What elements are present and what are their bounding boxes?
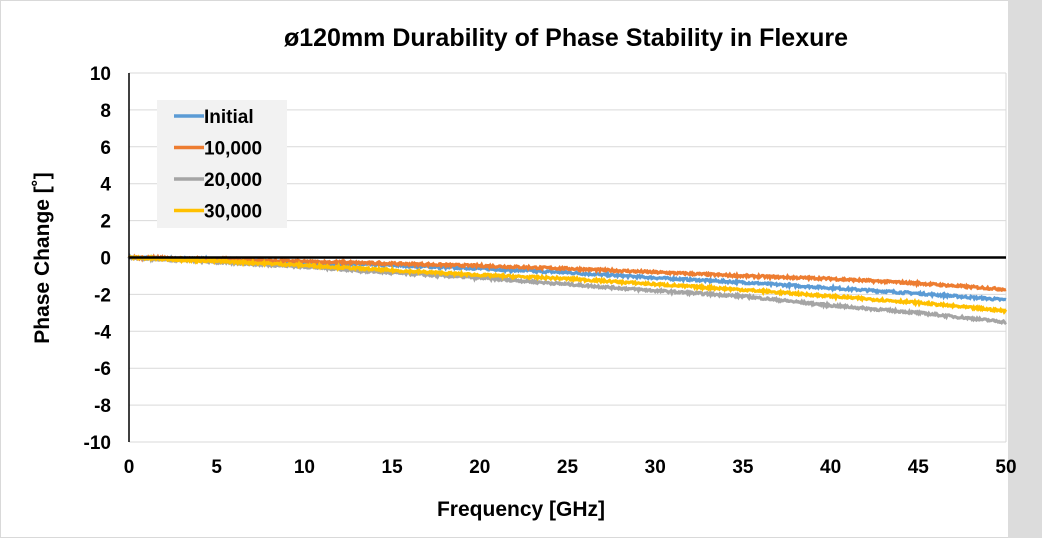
legend-box: [157, 100, 287, 228]
y-tick-label: -6: [94, 359, 111, 380]
x-tick-label: 35: [732, 457, 754, 478]
y-tick-label: 4: [100, 175, 111, 196]
legend: Initial 10,000 20,000 30,000: [157, 100, 287, 228]
y-tick-label: 0: [100, 249, 111, 270]
x-tick-label: 40: [820, 457, 841, 478]
y-tick-label: 6: [100, 138, 111, 159]
y-tick-label: -8: [94, 396, 111, 417]
series-line-3: [127, 254, 1008, 315]
series-line-2: [127, 254, 1008, 326]
x-axis-label: Frequency [GHz]: [437, 498, 605, 521]
x-tick-label: 15: [382, 457, 404, 478]
y-tick-label: 8: [100, 101, 111, 122]
y-tick-label: 2: [100, 212, 111, 233]
y-tick-label: 10: [90, 64, 111, 85]
y-tick-label: -10: [84, 433, 111, 454]
y-axis-label: Phase Change [˚]: [31, 172, 54, 344]
y-tick-label: -2: [94, 285, 111, 306]
legend-label: 30,000: [204, 202, 262, 223]
series-line-1: [127, 253, 1007, 293]
chart-title: ø120mm Durability of Phase Stability in …: [284, 24, 848, 52]
x-tick-label: 0: [124, 457, 135, 478]
x-tick-label: 45: [908, 457, 930, 478]
x-tick-label: 5: [211, 457, 222, 478]
x-tick-label: 10: [294, 457, 315, 478]
legend-label: 10,000: [204, 139, 262, 160]
x-tick-label: 50: [995, 457, 1016, 478]
x-tick-label: 30: [645, 457, 666, 478]
x-tick-label: 20: [469, 457, 490, 478]
legend-label: Initial: [204, 107, 254, 128]
right-edge-strip: [1008, 0, 1042, 538]
y-tick-label: -4: [94, 322, 111, 343]
legend-label: 20,000: [204, 170, 262, 191]
x-tick-label: 25: [557, 457, 579, 478]
